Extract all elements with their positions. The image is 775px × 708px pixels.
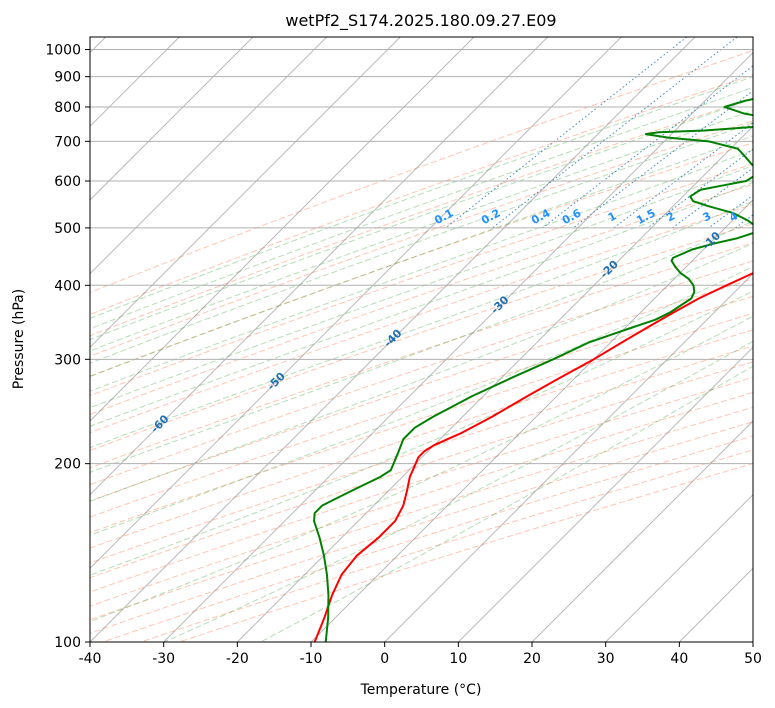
isotherm-line bbox=[90, 37, 401, 349]
x-axis-label: Temperature (°C) bbox=[360, 682, 482, 698]
moist-adiabat bbox=[90, 315, 753, 623]
moist-adiabat bbox=[90, 109, 753, 352]
moist-adiabat bbox=[90, 135, 753, 378]
moist-adiabat bbox=[90, 164, 753, 409]
y-tick-label: 200 bbox=[54, 457, 81, 473]
x-tick-label: 30 bbox=[597, 651, 615, 667]
y-tick-label: 900 bbox=[54, 70, 81, 86]
y-tick-label: 300 bbox=[54, 352, 81, 368]
mixing-ratio-line bbox=[492, 37, 738, 229]
y-tick-label: 800 bbox=[54, 100, 81, 116]
y-tick-label: 100 bbox=[54, 635, 81, 651]
x-axis: -40 -30 -20 -10 0 10 20 30 40 50 bbox=[79, 642, 762, 667]
annotation-labels: -100-90-80-70-60-50-40-30-20-100.10.20.4… bbox=[25, 206, 775, 485]
x-tick-label: 50 bbox=[744, 651, 762, 667]
dry-adiabat bbox=[90, 50, 753, 294]
isotherm-line bbox=[90, 37, 696, 642]
moist-adiabat bbox=[90, 200, 753, 449]
dry-adiabat bbox=[90, 163, 753, 397]
y-axis-label: Pressure (hPa) bbox=[11, 289, 27, 389]
y-tick-label: 1000 bbox=[45, 43, 81, 59]
dry-adiabat bbox=[90, 329, 753, 549]
isotherm-line bbox=[605, 493, 753, 642]
chart-title: wetPf2_S174.2025.180.09.27.E09 bbox=[285, 11, 556, 31]
mixing-ratio-label: 0.1 bbox=[432, 206, 455, 227]
x-tick-label: 40 bbox=[670, 651, 688, 667]
moist-adiabat bbox=[90, 76, 753, 320]
mixing-ratio-label: 3 bbox=[701, 209, 714, 224]
series-lines bbox=[313, 98, 753, 642]
isotherm-line bbox=[457, 346, 753, 642]
moist-adiabat bbox=[90, 121, 753, 364]
dry-adiabat bbox=[90, 242, 753, 469]
isotherm-line bbox=[90, 37, 549, 496]
plot-frame bbox=[89, 36, 754, 643]
mixing-ratio-label: 0.2 bbox=[479, 206, 502, 227]
isotherm-line bbox=[90, 37, 328, 275]
x-tick-label: 0 bbox=[380, 651, 389, 667]
dry-adiabat bbox=[90, 183, 753, 415]
x-tick-label: -30 bbox=[152, 651, 175, 667]
isotherm-line bbox=[236, 125, 753, 642]
x-tick-label: -10 bbox=[300, 651, 323, 667]
dry-adiabat bbox=[90, 361, 753, 579]
moist-adiabat bbox=[90, 290, 753, 576]
dry-adiabat bbox=[90, 223, 753, 451]
dry-adiabat bbox=[90, 295, 753, 518]
isotherm-label: -70 bbox=[25, 462, 48, 485]
isotherm-line bbox=[310, 199, 753, 642]
isotherm-line bbox=[90, 37, 475, 422]
isotherm-line bbox=[90, 37, 622, 570]
dry-adiabat bbox=[178, 463, 753, 642]
dry-adiabat bbox=[90, 391, 753, 607]
moist-adiabat bbox=[260, 365, 753, 642]
y-axis: 100 200 300 400 500 600 700 800 900 1000 bbox=[45, 43, 90, 651]
isotherm-line bbox=[752, 641, 753, 642]
mixing-ratio-label: 1.5 bbox=[634, 206, 657, 227]
mixing-ratio-label: 2 bbox=[664, 209, 677, 224]
moist-adiabat bbox=[90, 242, 753, 502]
mixing-ratio-line bbox=[613, 122, 753, 229]
dewpoint-profile-line bbox=[313, 98, 753, 642]
moist-adiabat bbox=[90, 149, 753, 392]
x-tick-label: 10 bbox=[449, 651, 467, 667]
moist-adiabat bbox=[90, 220, 753, 473]
background-lines bbox=[90, 37, 753, 642]
isotherm-line bbox=[163, 51, 753, 642]
isotherm-line bbox=[678, 567, 753, 642]
x-tick-label: -40 bbox=[79, 651, 102, 667]
mixing-ratio-line bbox=[445, 37, 688, 229]
dry-adiabat bbox=[90, 312, 753, 534]
moist-adiabat bbox=[163, 340, 753, 642]
mixing-ratio-line bbox=[708, 194, 753, 229]
dry-adiabat bbox=[90, 97, 753, 337]
y-tick-label: 600 bbox=[54, 174, 81, 190]
mixing-ratio-line bbox=[734, 214, 753, 229]
mixing-ratio-line bbox=[672, 167, 753, 229]
isotherm-line bbox=[90, 37, 254, 201]
dry-adiabat bbox=[90, 260, 753, 486]
y-tick-label: 400 bbox=[54, 278, 81, 294]
dry-adiabat bbox=[90, 74, 753, 316]
dry-adiabat bbox=[102, 435, 753, 642]
x-tick-label: -20 bbox=[226, 651, 249, 667]
isotherm-line bbox=[384, 272, 753, 642]
dry-adiabat bbox=[90, 406, 753, 621]
x-tick-label: 20 bbox=[523, 651, 541, 667]
temperature-profile-line bbox=[313, 272, 753, 642]
y-tick-label: 700 bbox=[54, 134, 81, 150]
y-tick-label: 500 bbox=[54, 221, 81, 237]
isotherm-line bbox=[531, 420, 753, 642]
mixing-ratio-label: 6 bbox=[766, 209, 775, 224]
dry-adiabat bbox=[90, 376, 753, 593]
mixing-ratio-label: 0.6 bbox=[560, 206, 584, 227]
dry-adiabat bbox=[90, 142, 753, 377]
